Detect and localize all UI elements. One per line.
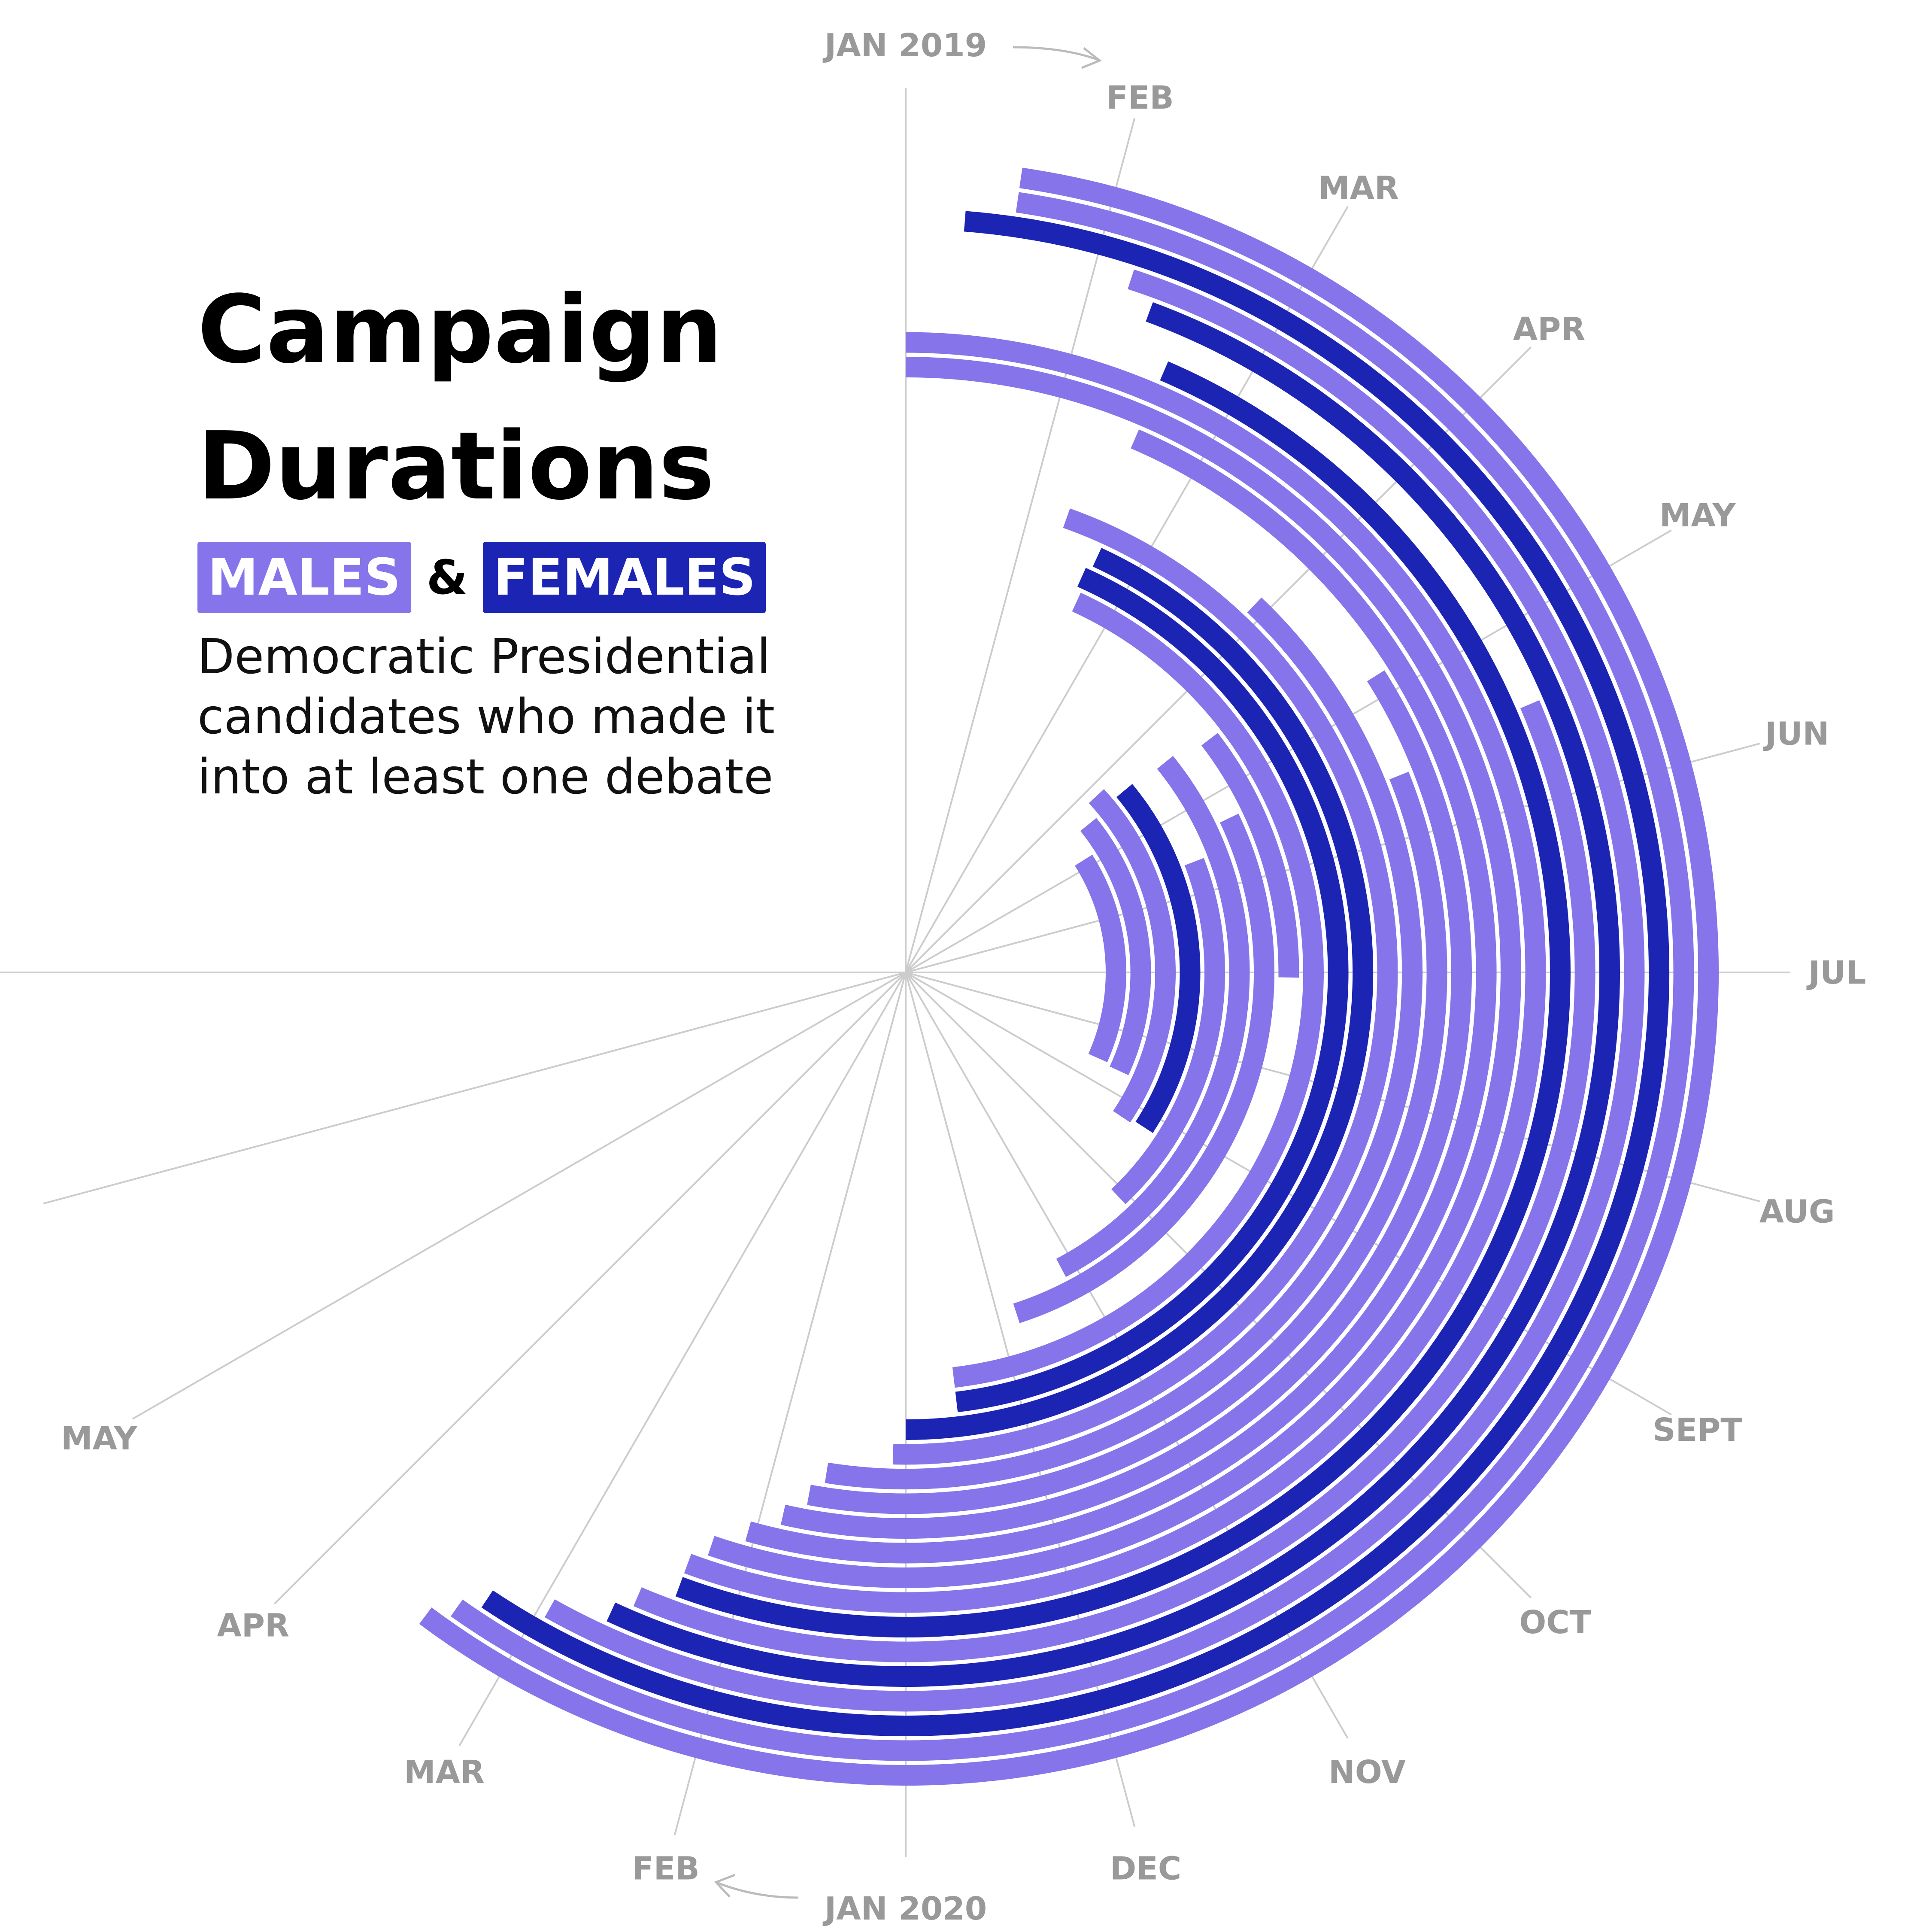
campaign-arc-male xyxy=(684,332,1546,1613)
campaign-arc-male xyxy=(419,167,1719,1786)
month-label: MAY xyxy=(61,1420,138,1457)
campaign-arc-male xyxy=(1089,789,1176,1123)
subtitle: Democratic Presidential candidates who m… xyxy=(197,627,781,807)
campaign-arc-male xyxy=(780,670,1472,1539)
campaign-arc-male xyxy=(451,192,1694,1761)
month-label: AUG xyxy=(1759,1194,1835,1230)
campaign-arc-male xyxy=(1080,818,1151,1075)
campaign-arc-female xyxy=(607,302,1620,1687)
title-line-2: Durations xyxy=(197,412,715,521)
month-labels: JAN 2019 FEB MAR APR MAY JUN JUL AUG SEPT OCT NOV D… xyxy=(61,27,1866,1927)
month-label: JAN 2019 xyxy=(822,27,987,64)
campaign-arc-male xyxy=(807,772,1447,1514)
month-label: JUN xyxy=(1763,716,1829,753)
campaign-arc-male xyxy=(1013,814,1274,1323)
chart-title: Campaign Durations xyxy=(197,262,781,535)
campaign-arc-female xyxy=(905,548,1374,1440)
month-label: FEB xyxy=(632,1850,700,1887)
subtitle-line-2: candidates who made it xyxy=(197,689,775,745)
legend-ampersand: & xyxy=(426,550,468,605)
month-label: SEPT xyxy=(1653,1412,1742,1449)
campaign-arc-male xyxy=(1111,858,1225,1204)
campaign-arc-female xyxy=(1116,784,1201,1133)
legend: MALES & FEMALES xyxy=(197,541,781,614)
month-label: APR xyxy=(1513,311,1586,348)
campaign-arc-male xyxy=(745,429,1497,1564)
month-spoke xyxy=(905,118,1136,973)
month-label: MAY xyxy=(1659,497,1736,534)
legend-females-chip: FEMALES xyxy=(483,542,766,613)
month-spoke xyxy=(132,972,907,1420)
campaign-arc-male xyxy=(1201,733,1299,978)
title-block: Campaign Durations MALES & FEMALES Democ… xyxy=(197,262,781,807)
month-label: OCT xyxy=(1519,1604,1591,1641)
month-spoke xyxy=(43,972,906,1205)
campaign-arc-male xyxy=(1075,854,1126,1063)
month-label: NOV xyxy=(1328,1754,1406,1791)
legend-males-chip: MALES xyxy=(197,542,411,613)
month-label: MAR xyxy=(1318,170,1399,207)
month-label: APR xyxy=(217,1607,289,1644)
subtitle-line-1: Democratic Presidential xyxy=(197,629,770,685)
month-label: DEC xyxy=(1110,1850,1181,1887)
campaign-arc-male xyxy=(1056,756,1250,1277)
title-line-1: Campaign xyxy=(197,276,723,384)
month-label: JAN 2020 xyxy=(822,1890,987,1927)
arrow-jan2019-to-feb-icon xyxy=(1013,46,1099,61)
month-spoke xyxy=(273,972,907,1605)
campaign-arc-female xyxy=(955,568,1349,1413)
subtitle-line-3: into at least one debate xyxy=(197,749,773,805)
campaign-arc-female xyxy=(675,361,1571,1637)
campaign-arc-female xyxy=(481,211,1670,1736)
month-label: FEB xyxy=(1106,79,1174,116)
campaign-arc-male xyxy=(825,597,1422,1489)
arrow-head-top-icon xyxy=(1081,47,1102,69)
campaign-arc-male xyxy=(633,700,1595,1662)
campaign-arc-male xyxy=(952,592,1324,1388)
campaign-arc-male xyxy=(708,357,1521,1588)
campaign-arcs xyxy=(419,167,1719,1786)
arrow-head-bottom-icon xyxy=(714,1874,735,1898)
campaign-arc-male xyxy=(544,269,1645,1712)
campaign-arc-male xyxy=(893,508,1398,1465)
month-label: JUL xyxy=(1806,954,1866,991)
month-label: MAR xyxy=(404,1754,485,1791)
arrow-jan2020-to-feb-icon xyxy=(716,1881,799,1899)
